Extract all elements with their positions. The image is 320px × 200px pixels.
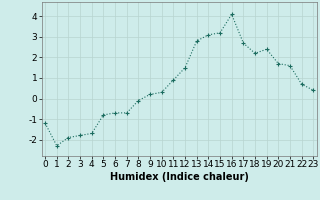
X-axis label: Humidex (Indice chaleur): Humidex (Indice chaleur) [110,172,249,182]
